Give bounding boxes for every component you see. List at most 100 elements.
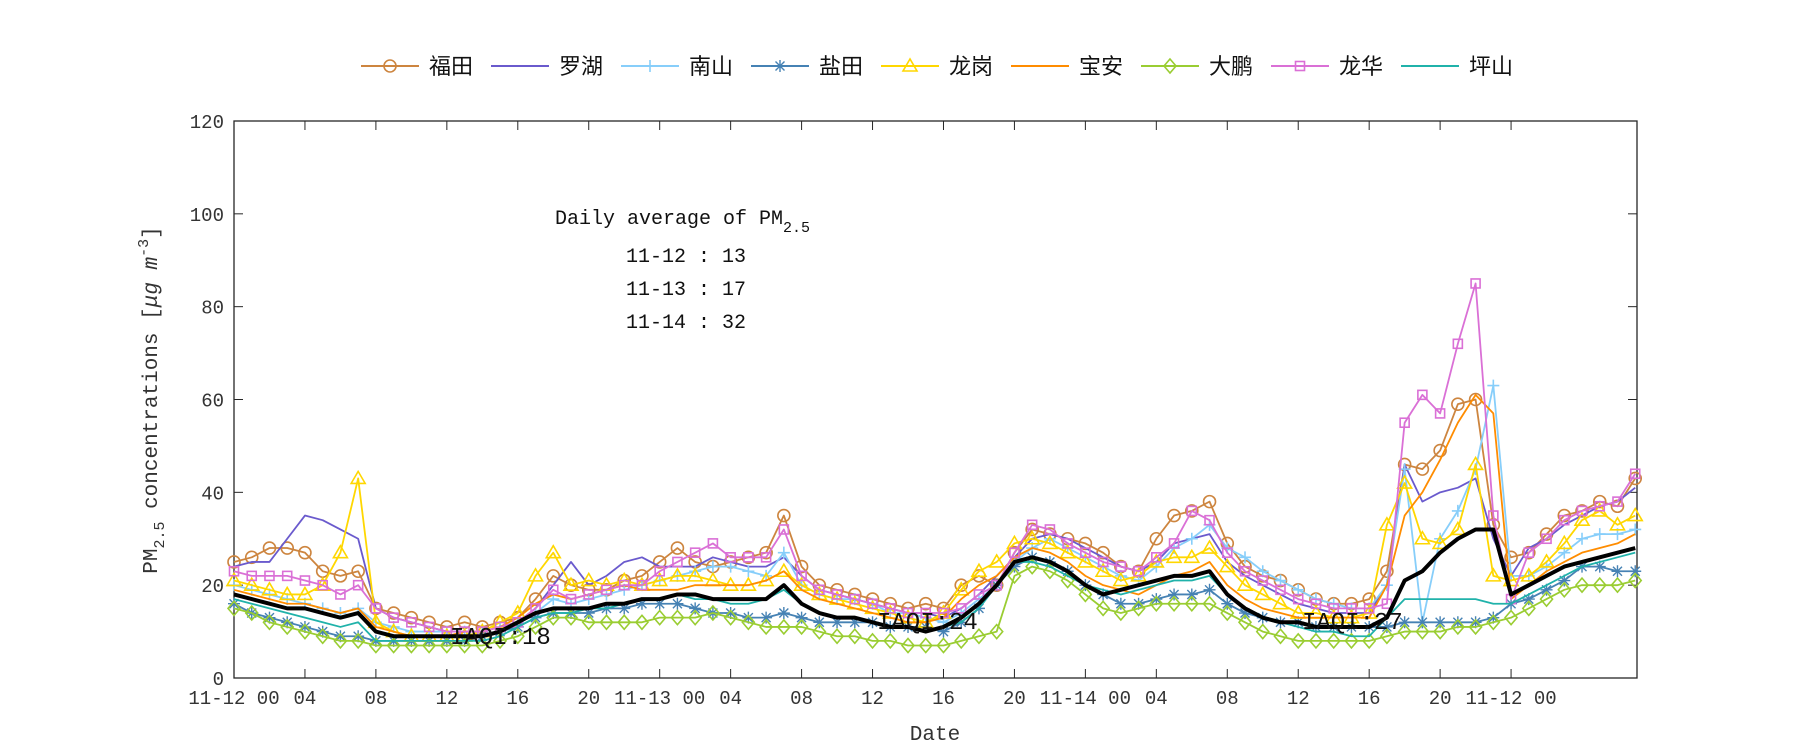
series-0-point [1504, 550, 1518, 565]
series-6-point [688, 609, 703, 626]
series-5-line [233, 393, 1636, 638]
y-tick-label: 80 [201, 298, 224, 320]
series-0-point [652, 555, 667, 569]
series-3-point [1593, 560, 1606, 573]
legend-item-7: 龙华 [1271, 55, 1383, 80]
series-4-point [349, 469, 367, 485]
series-4-point [1076, 553, 1094, 568]
series-6-point [1184, 595, 1199, 612]
legend-item-4: 龙岗 [881, 55, 993, 80]
series-7-point [1576, 505, 1588, 517]
series-6-point [1415, 623, 1430, 640]
series-3-point [724, 607, 737, 620]
series-6-point [670, 609, 685, 626]
x-tick-label: 16 [506, 688, 529, 710]
series-4-point [1272, 595, 1289, 610]
series-7-point [867, 598, 878, 610]
series-3-point [937, 625, 950, 638]
series-4-point [296, 585, 314, 601]
series-6-point [794, 618, 809, 636]
series-4-point [243, 576, 261, 591]
series-4-point [952, 581, 970, 596]
legend-label: 龙岗 [949, 55, 993, 80]
x-tick-label: 04 [294, 688, 317, 710]
series-6-point [297, 623, 313, 640]
annotation-daily-1114: 11-14 : 32 [626, 312, 746, 335]
series-4-point [1538, 553, 1555, 568]
series-7-point [1488, 510, 1499, 521]
legend-marker [1162, 57, 1178, 75]
series-4-point [1023, 530, 1041, 545]
series-4-point [225, 571, 243, 587]
legend-item-5: 宝安 [1011, 55, 1123, 80]
series-6-point [1202, 595, 1217, 612]
series-7-point [317, 579, 328, 591]
series-0-point [794, 559, 809, 574]
series-6-point [883, 632, 898, 650]
series-7-point [689, 547, 701, 558]
series-7-point [1044, 524, 1056, 535]
series-0-point [1202, 494, 1217, 509]
series-3-point [618, 602, 631, 615]
series-4-point [1343, 609, 1360, 624]
series-7-point [228, 565, 240, 577]
series-6-point [1504, 609, 1519, 626]
series-0-point [1592, 494, 1607, 509]
series-7-point [1612, 496, 1623, 507]
series-2-point [1576, 532, 1589, 545]
series-7-point [1133, 565, 1144, 577]
series-6-point [244, 604, 259, 622]
series-4-point [1431, 534, 1449, 550]
series-7-point [246, 570, 258, 582]
series-6-point [918, 637, 933, 654]
series-6-point [1362, 632, 1377, 650]
series-6-point [1308, 632, 1324, 650]
x-tick-label: 16 [932, 688, 955, 710]
x-tick-label: 11-13 00 [614, 688, 705, 710]
series-0 [227, 392, 1643, 634]
series-7-point [1275, 584, 1286, 596]
x-tick-label: 08 [790, 688, 813, 710]
series-6-point [1450, 618, 1465, 636]
series-4-point [261, 581, 278, 596]
series-6-point [368, 637, 383, 654]
series-7-point [618, 579, 630, 591]
series-2-point [1239, 551, 1252, 564]
series-4-point [1201, 539, 1218, 554]
y-tick-label: 60 [201, 391, 224, 413]
series-7-point [1541, 533, 1552, 545]
series-0-point [670, 541, 685, 555]
series-4-point [562, 576, 580, 591]
series-6-point [351, 632, 366, 650]
series-6-point [1610, 576, 1625, 594]
series-4-point [1449, 520, 1467, 536]
series-7 [228, 278, 1641, 637]
series-7-point [370, 603, 382, 614]
series-3-point [848, 616, 861, 629]
series-6-point [1521, 600, 1536, 617]
series-0-point [1167, 508, 1181, 523]
series-3-point [1132, 597, 1145, 610]
series-3-point [1114, 597, 1127, 610]
series-6-point [1025, 558, 1040, 575]
series-2-line [233, 384, 1636, 633]
y-tick-label: 0 [213, 669, 224, 691]
series-3-point [1611, 565, 1624, 578]
series-6-point [546, 609, 561, 626]
legend-item-3: 盐田 [751, 55, 863, 80]
x-tick-label: 20 [1003, 688, 1026, 710]
series-3-point [760, 611, 773, 624]
series-4-point [527, 567, 544, 582]
x-tick-label: 04 [1145, 688, 1168, 710]
series-7-point [1452, 338, 1464, 350]
legend-marker [383, 59, 397, 73]
series-0-point [918, 596, 933, 611]
series-3-point [1203, 583, 1216, 596]
series-3-point [1168, 588, 1181, 601]
series-7-point [601, 584, 612, 596]
x-axis-label: Date [910, 724, 960, 747]
series-6-point [617, 614, 632, 631]
series-4-point [651, 571, 669, 587]
series-6-point [1255, 623, 1270, 640]
